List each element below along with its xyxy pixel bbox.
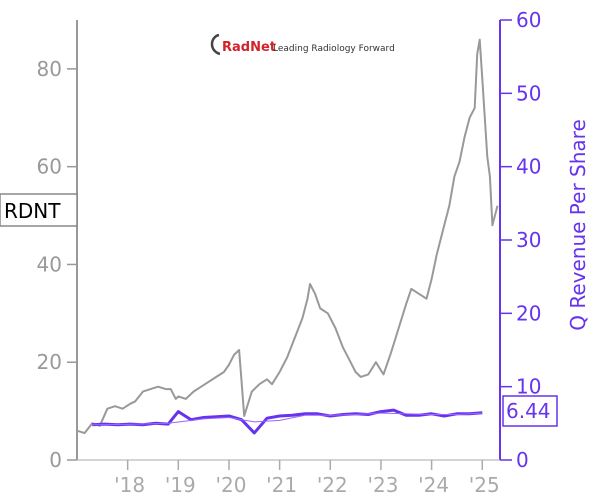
x-tick-label: '22 <box>317 473 348 497</box>
x-tick-label: '21 <box>266 473 297 497</box>
ticker-label-box <box>0 193 78 227</box>
right-axis-label: Q Revenue Per Share <box>566 119 590 331</box>
last-value-box <box>502 395 558 427</box>
left-tick-label: 20 <box>37 350 62 374</box>
x-tick-label: '24 <box>418 473 449 497</box>
logo-swoosh-icon <box>210 33 221 56</box>
last-value-label: 6.44 <box>502 395 558 427</box>
ticker-label-text: RDNT <box>4 199 61 223</box>
x-tick-label: '18 <box>114 473 145 497</box>
left-tick-label: 60 <box>37 155 62 179</box>
revenue-series-line <box>92 408 483 435</box>
x-tick-label: '20 <box>215 473 246 497</box>
last-value-text: 6.44 <box>506 399 551 423</box>
left-tick-label: 0 <box>49 448 62 472</box>
x-tick-label: '25 <box>469 473 500 497</box>
company-logo: RadNet Leading Radiology Forward <box>210 33 395 56</box>
revenue-trend-line <box>92 412 483 426</box>
right-tick-label: 60 <box>516 8 541 32</box>
left-tick-label: 80 <box>37 57 62 81</box>
series-layer <box>76 38 499 435</box>
price-series-line <box>76 38 499 435</box>
logo-tagline: Leading Radiology Forward <box>273 44 395 54</box>
right-tick-label: 40 <box>516 155 541 179</box>
ticker-label: RDNT <box>0 193 78 227</box>
right-tick-label: 50 <box>516 81 541 105</box>
right-tick-label: 0 <box>516 448 529 472</box>
right-axis: 0 10 20 30 40 50 60 Q Revenue Per Share <box>499 8 590 472</box>
left-axis: 0 20 40 60 80 <box>37 20 78 472</box>
right-tick-label: 30 <box>516 228 541 252</box>
right-tick-label: 20 <box>516 301 541 325</box>
right-tick-label: 10 <box>516 375 541 399</box>
x-tick-label: '19 <box>165 473 196 497</box>
left-tick-label: 40 <box>37 252 62 276</box>
x-axis: '18 '19 '20 '21 '22 '23 '24 '25 <box>77 459 500 497</box>
logo-brand: RadNet <box>222 40 276 55</box>
x-tick-label: '23 <box>367 473 398 497</box>
